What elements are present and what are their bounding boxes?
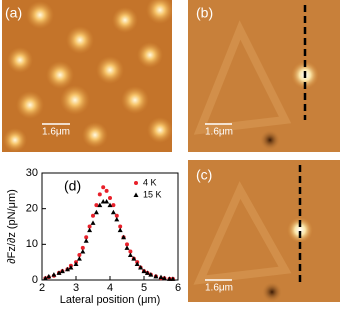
point	[94, 203, 99, 208]
point	[141, 268, 147, 274]
point	[87, 227, 93, 233]
point	[108, 195, 112, 200]
x-tick-label: 6	[175, 282, 181, 294]
image-c: 1.6μm (c)	[188, 160, 340, 302]
image-b: 1.6μm (b)	[188, 0, 340, 152]
point	[118, 224, 123, 229]
panel-label: (c)	[196, 167, 212, 183]
point	[114, 216, 120, 222]
panel-label: (d)	[64, 178, 81, 194]
point	[125, 242, 129, 247]
point	[42, 275, 48, 281]
y-tick-label: 20	[26, 203, 38, 215]
point	[110, 209, 116, 215]
point	[68, 265, 74, 270]
point	[104, 199, 110, 204]
scale-bar-label: 1.6μm	[42, 127, 70, 138]
point	[114, 213, 119, 218]
point	[56, 270, 62, 275]
point	[124, 245, 130, 250]
point	[93, 209, 99, 215]
point	[153, 273, 159, 279]
point	[91, 213, 95, 218]
x-tick-label: 2	[39, 282, 45, 294]
point	[144, 270, 150, 275]
y-tick-label: 0	[32, 274, 38, 286]
point	[170, 276, 176, 281]
point	[127, 252, 133, 258]
point	[97, 192, 102, 197]
point	[131, 256, 137, 261]
chart: 2 3 4 5 6 0 10 20 30 Lateral position (μm) ∂Fz/∂z …	[6, 167, 181, 306]
point	[77, 253, 82, 258]
image-a: 1.6μm (a)	[2, 0, 172, 152]
scale-bar-label: 1.6μm	[205, 283, 233, 294]
point	[51, 272, 57, 277]
point	[161, 275, 167, 281]
point	[100, 199, 106, 204]
point	[87, 224, 92, 229]
point	[76, 256, 82, 261]
point	[107, 202, 113, 208]
point	[117, 227, 123, 233]
panel-label: (b)	[196, 5, 213, 21]
x-axis-label: Lateral position (μm)	[60, 294, 161, 306]
point	[90, 220, 96, 225]
point	[80, 245, 85, 250]
legend-marker	[133, 192, 139, 197]
point	[128, 249, 133, 254]
legend-label: 4 K	[143, 177, 157, 187]
y-axis-label: ∂Fz/∂z (pN/μm)	[6, 189, 18, 264]
x-tick-label: 3	[73, 282, 79, 294]
point	[59, 268, 65, 274]
point	[134, 261, 140, 266]
x-tick-label: 5	[141, 282, 147, 294]
point	[80, 248, 86, 254]
legend-marker	[134, 181, 138, 185]
point	[121, 234, 127, 240]
point	[101, 185, 106, 190]
point	[111, 203, 116, 208]
point	[46, 273, 52, 279]
point	[104, 188, 109, 193]
point	[148, 272, 154, 277]
panel-label: (a)	[5, 5, 22, 21]
point	[65, 266, 70, 272]
point	[83, 238, 89, 243]
point	[73, 261, 79, 266]
point	[158, 274, 164, 280]
point	[167, 276, 172, 281]
legend-label: 15 K	[143, 189, 162, 199]
scale-bar-label: 1.6μm	[205, 127, 233, 138]
y-tick-label: 30	[26, 167, 38, 179]
point	[97, 202, 103, 208]
y-tick-label: 10	[26, 238, 38, 250]
x-tick-label: 4	[107, 282, 113, 294]
point	[138, 265, 144, 270]
point	[84, 235, 89, 240]
